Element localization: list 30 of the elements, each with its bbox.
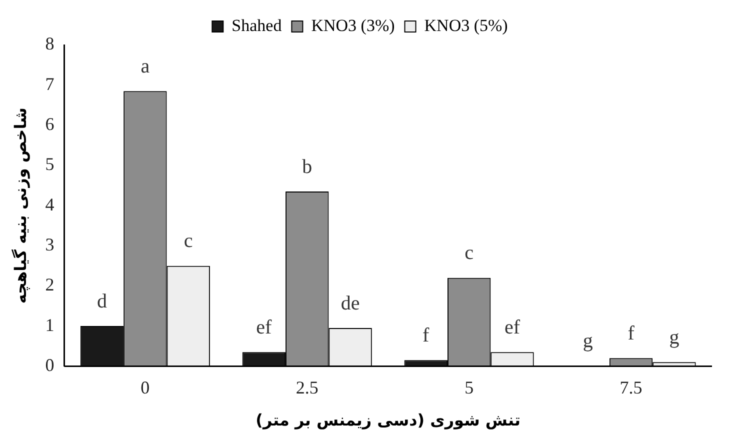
y-tick-label: 3	[45, 234, 54, 254]
x-tick-label: 0	[140, 378, 150, 398]
data-label: c	[464, 242, 474, 264]
data-label: g	[669, 326, 680, 348]
y-tick-label: 2	[45, 274, 54, 295]
data-label: f	[628, 322, 635, 344]
y-axis-title: شاخص وزنی بنیه گیاهچه	[10, 108, 30, 304]
data-label: ef	[504, 316, 520, 338]
data-label: f	[422, 324, 430, 346]
legend-label: KNO3 (3%)	[311, 16, 395, 35]
data-label: a	[140, 55, 150, 78]
y-tick-label: 6	[45, 114, 54, 134]
legend-label: KNO3 (5%)	[424, 16, 508, 35]
data-label: g	[582, 330, 593, 352]
x-axis-title: تنش شوری (دسی زیمنس بر متر)	[256, 410, 521, 430]
y-tick-label: 4	[45, 194, 54, 214]
data-label: b	[302, 156, 312, 178]
data-label: d	[96, 290, 107, 312]
data-label: ef	[256, 316, 272, 338]
x-tick-label: 2.5	[296, 378, 318, 398]
x-tick-label: 5	[464, 378, 474, 398]
y-tick-label: 5	[45, 154, 54, 174]
y-tick-label: 1	[45, 314, 54, 335]
data-label: c	[184, 230, 193, 252]
legend-label: Shahed	[232, 16, 282, 35]
x-tick-label: 7.5	[620, 378, 642, 398]
y-tick-label: 7	[45, 74, 54, 94]
y-tick-label: 8	[45, 34, 54, 54]
data-label: de	[340, 292, 360, 314]
y-tick-label: 0	[45, 354, 54, 375]
